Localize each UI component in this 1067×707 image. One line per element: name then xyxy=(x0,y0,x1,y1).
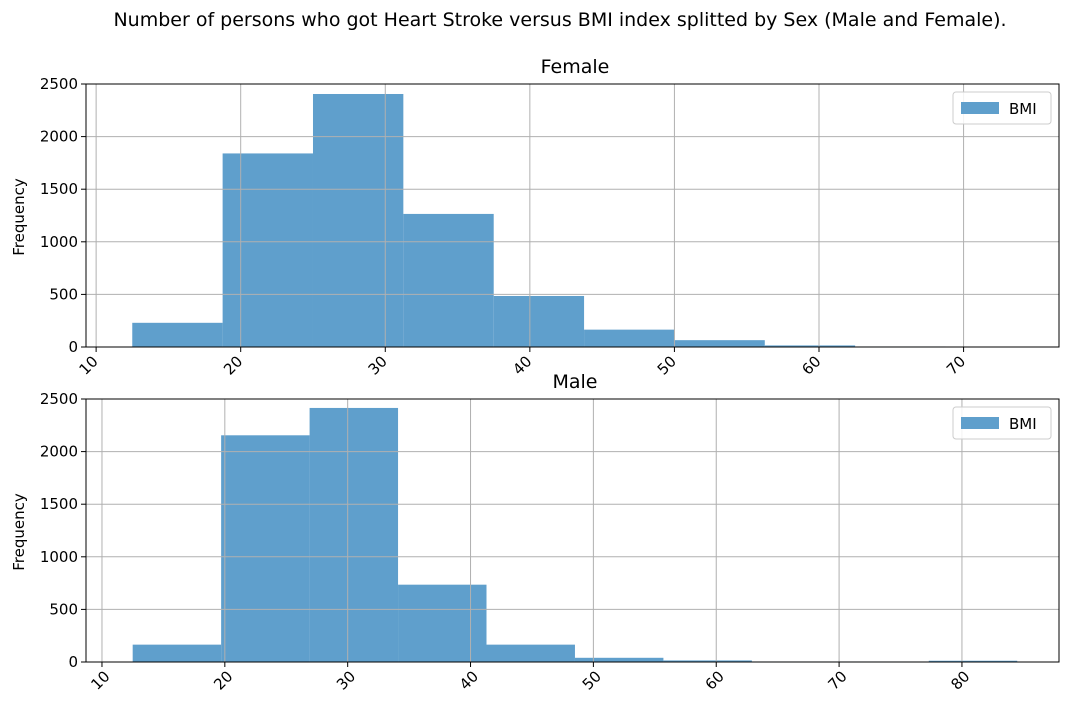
x-tick-label: 80 xyxy=(947,667,973,693)
x-tick-label: 60 xyxy=(798,352,824,378)
legend-box xyxy=(952,406,1052,440)
y-tick-label: 1500 xyxy=(40,180,78,198)
histogram-bar xyxy=(132,322,223,347)
y-axis: 0 500 1000 1500 2000 2500 xyxy=(40,390,1059,671)
y-tick-label: 2000 xyxy=(40,443,78,461)
histogram-bar xyxy=(663,660,752,662)
histogram-bar xyxy=(764,345,856,347)
y-axis-label-male: Frequency xyxy=(10,493,28,571)
subplot-title-male: Male xyxy=(552,371,597,393)
histogram-bar xyxy=(574,657,664,662)
histogram-bar xyxy=(674,340,765,347)
legend: BMI xyxy=(952,406,1052,440)
x-tick-label: 30 xyxy=(333,667,359,693)
y-axis-label-female: Frequency xyxy=(10,178,28,256)
histogram-bar xyxy=(403,213,494,347)
legend-box xyxy=(952,91,1052,125)
histogram-bar xyxy=(309,407,399,662)
y-tick-label: 1000 xyxy=(40,548,78,566)
x-tick-label: 70 xyxy=(943,352,969,378)
histogram-bar xyxy=(398,584,487,662)
histogram-bar xyxy=(132,644,222,662)
legend-swatch xyxy=(961,417,999,429)
axes-frame xyxy=(85,398,1060,663)
y-tick-label: 2500 xyxy=(40,390,78,408)
histogram-bar xyxy=(486,644,575,662)
subplot-title-female: Female xyxy=(541,56,610,78)
x-tick-label: 10 xyxy=(75,352,101,378)
y-tick-label: 0 xyxy=(68,653,78,671)
x-tick-label: 10 xyxy=(87,667,113,693)
legend-label: BMI xyxy=(1009,100,1037,118)
plot-area-male: 10 20 30 40 50 60 70 80 0 500 1000 1500 2000 2500 BMI xyxy=(40,390,1060,694)
x-tick-label: 30 xyxy=(365,352,391,378)
histogram-bar xyxy=(221,435,310,662)
figure-title: Number of persons who got Heart Stroke v… xyxy=(113,9,1006,31)
histogram-bar xyxy=(584,329,675,347)
legend-label: BMI xyxy=(1009,415,1037,433)
x-tick-label: 20 xyxy=(220,352,246,378)
y-tick-label: 500 xyxy=(49,600,78,618)
x-tick-label: 70 xyxy=(824,667,850,693)
y-tick-label: 1500 xyxy=(40,495,78,513)
y-tick-label: 2000 xyxy=(40,128,78,146)
subplot-female: Female Frequency 10 20 30 40 50 60 70050010001… xyxy=(10,56,1060,379)
x-tick-label: 60 xyxy=(702,667,728,693)
x-tick-label: 40 xyxy=(509,352,535,378)
bars xyxy=(132,407,1018,663)
x-tick-label: 50 xyxy=(654,352,680,378)
y-tick-label: 0 xyxy=(68,338,78,356)
plot-area-female: 10 20 30 40 50 60 70 0 500 1000 1500 2000 2500 BMI xyxy=(40,75,1060,379)
subplot-male: Male Frequency 10 20 30 40 50 60 70 80050010001… xyxy=(10,371,1060,694)
y-tick-label: 2500 xyxy=(40,75,78,93)
y-tick-label: 1000 xyxy=(40,233,78,251)
histogram-bar xyxy=(928,660,1018,662)
histogram-bar xyxy=(493,295,585,347)
histogram-bar xyxy=(312,93,404,347)
x-tick-label: 50 xyxy=(579,667,605,693)
bars xyxy=(132,93,1036,348)
legend: BMI xyxy=(952,91,1052,125)
x-tick-label: 40 xyxy=(456,667,482,693)
y-tick-label: 500 xyxy=(49,285,78,303)
x-tick-label: 20 xyxy=(210,667,236,693)
axes-frame xyxy=(85,83,1060,348)
legend-swatch xyxy=(961,102,999,114)
histogram-bar xyxy=(222,153,313,347)
